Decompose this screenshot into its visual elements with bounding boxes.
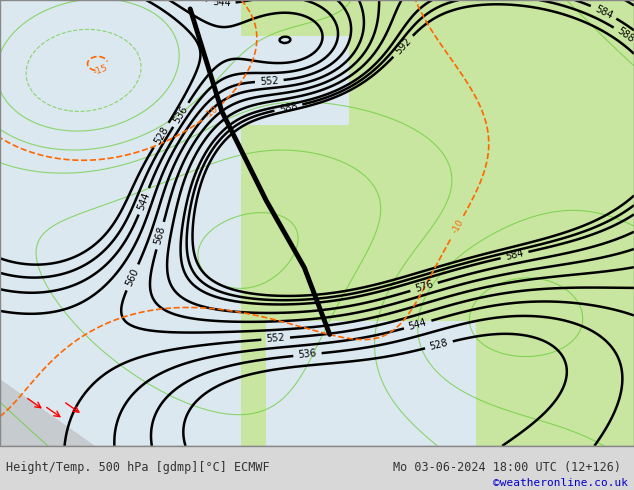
- FancyBboxPatch shape: [0, 0, 634, 446]
- Text: Height/Temp. 500 hPa [gdmp][°C] ECMWF: Height/Temp. 500 hPa [gdmp][°C] ECMWF: [6, 462, 270, 474]
- Text: 588: 588: [278, 101, 299, 115]
- Polygon shape: [0, 379, 95, 446]
- Text: 536: 536: [298, 349, 317, 361]
- Polygon shape: [241, 36, 349, 125]
- Text: 552: 552: [266, 333, 285, 344]
- Text: 588: 588: [615, 26, 634, 45]
- Text: 592: 592: [393, 36, 413, 56]
- Text: 544: 544: [136, 191, 152, 212]
- Text: 552: 552: [259, 75, 279, 87]
- Text: 528: 528: [152, 124, 171, 146]
- Text: -10: -10: [204, 104, 221, 121]
- FancyBboxPatch shape: [0, 0, 241, 446]
- Text: 536: 536: [172, 104, 190, 125]
- Polygon shape: [266, 321, 476, 446]
- Text: -15: -15: [92, 63, 109, 77]
- Text: 544: 544: [212, 0, 231, 8]
- Text: 584: 584: [593, 3, 614, 21]
- Text: 584: 584: [505, 248, 525, 262]
- Text: 544: 544: [408, 318, 428, 332]
- Text: 560: 560: [124, 267, 141, 288]
- Text: ©weatheronline.co.uk: ©weatheronline.co.uk: [493, 478, 628, 488]
- Text: 528: 528: [429, 338, 449, 352]
- Text: Mo 03-06-2024 18:00 UTC (12+126): Mo 03-06-2024 18:00 UTC (12+126): [393, 462, 621, 474]
- Text: 576: 576: [414, 279, 434, 294]
- Text: 568: 568: [153, 225, 167, 246]
- Text: -10: -10: [450, 218, 465, 235]
